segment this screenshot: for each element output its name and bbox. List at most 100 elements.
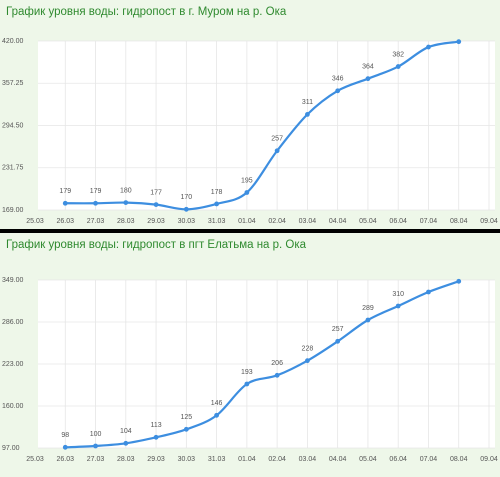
data-label: 146 [211, 400, 223, 407]
y-tick-label: 169.00 [2, 207, 24, 214]
data-label: 206 [271, 360, 283, 367]
point [395, 303, 401, 309]
x-tick-label: 09.04 [480, 218, 498, 225]
y-tick-label: 349.00 [2, 277, 24, 284]
point [214, 412, 220, 418]
point [93, 443, 98, 449]
x-tick-label: 30.03 [178, 218, 196, 225]
point [123, 440, 129, 446]
x-tick-label: 27.03 [87, 218, 105, 225]
point [426, 44, 431, 50]
series-line [65, 280, 460, 449]
x-tick-label: 30.03 [178, 456, 196, 463]
x-tick-label: 05.04 [359, 456, 377, 463]
data-label: 311 [302, 99, 313, 106]
divider [0, 229, 500, 233]
series-line [65, 40, 459, 211]
x-tick-label: 06.04 [389, 218, 407, 225]
point [62, 200, 68, 206]
point [153, 202, 159, 208]
data-label: 382 [392, 51, 404, 58]
data-label: 113 [150, 422, 161, 429]
data-label: 193 [241, 369, 253, 376]
x-tick-label: 06.04 [389, 456, 407, 463]
chart-title: График уровня воды: гидропост в г. Муром… [6, 6, 287, 18]
point [335, 338, 341, 344]
x-tick-label: 02.04 [268, 456, 286, 463]
x-tick-label: 04.04 [329, 218, 347, 225]
point [153, 434, 159, 440]
x-tick-label: 09.04 [480, 456, 498, 463]
y-tick-label: 231.75 [2, 165, 24, 172]
y-tick-label: 286.00 [2, 319, 24, 326]
point [183, 206, 189, 212]
data-label: 364 [362, 64, 374, 71]
x-tick-label: 28.03 [117, 218, 135, 225]
x-tick-label: 28.03 [117, 456, 135, 463]
data-label: 98 [61, 432, 69, 439]
point [365, 317, 371, 323]
point [183, 426, 189, 432]
x-tick-label: 31.03 [208, 218, 226, 225]
x-tick-label: 01.04 [238, 456, 256, 463]
x-tick-label: 01.04 [238, 218, 256, 225]
x-tick-label: 26.03 [57, 218, 75, 225]
data-label: 179 [90, 188, 102, 195]
x-tick-label: 07.04 [420, 218, 438, 225]
data-label: 125 [180, 414, 192, 421]
y-tick-label: 420.00 [2, 38, 24, 45]
y-tick-label: 294.50 [2, 122, 24, 129]
point [456, 39, 462, 45]
x-tick-label: 05.04 [359, 218, 377, 225]
point [62, 444, 68, 450]
point [244, 190, 250, 195]
point [274, 372, 280, 378]
data-label: 177 [150, 189, 162, 196]
y-tick-label: 357.25 [2, 80, 24, 87]
x-tick-label: 27.03 [87, 456, 105, 463]
x-tick-label: 04.04 [329, 456, 347, 463]
point [335, 88, 341, 94]
data-label: 195 [241, 177, 253, 184]
point [274, 148, 280, 154]
x-tick-label: 25.03 [26, 456, 44, 463]
data-label: 346 [332, 76, 344, 83]
data-label: 178 [211, 189, 223, 196]
data-label: 289 [362, 305, 374, 312]
data-label: 310 [392, 291, 404, 298]
data-label: 179 [59, 188, 71, 195]
x-tick-label: 25.03 [26, 218, 44, 225]
data-label: 257 [271, 136, 283, 143]
data-label: 104 [120, 428, 132, 435]
point [214, 201, 220, 207]
chart-title: График уровня воды: гидропост в пгт Елат… [6, 239, 307, 251]
x-tick-label: 08.04 [450, 456, 468, 463]
data-label: 257 [332, 326, 344, 333]
x-tick-label: 31.03 [208, 456, 226, 463]
point [244, 381, 250, 387]
data-label: 228 [302, 346, 314, 353]
point [123, 200, 129, 205]
point [305, 111, 310, 117]
data-label: 100 [90, 431, 102, 438]
point [426, 289, 431, 295]
x-tick-label: 29.03 [147, 456, 165, 463]
x-tick-label: 02.04 [268, 218, 286, 225]
y-tick-label: 223.00 [2, 361, 24, 368]
x-tick-label: 03.04 [299, 218, 317, 225]
point [93, 200, 98, 206]
point [365, 76, 371, 82]
y-tick-label: 97.00 [2, 445, 20, 452]
point [305, 358, 310, 364]
point [395, 64, 401, 69]
x-tick-label: 26.03 [57, 456, 75, 463]
x-tick-label: 08.04 [450, 218, 468, 225]
x-tick-label: 03.04 [299, 456, 317, 463]
point [456, 278, 462, 284]
y-tick-label: 160.00 [2, 403, 24, 410]
data-label: 170 [180, 194, 192, 201]
x-tick-label: 07.04 [420, 456, 438, 463]
x-tick-label: 29.03 [147, 218, 165, 225]
data-label: 180 [120, 187, 132, 194]
